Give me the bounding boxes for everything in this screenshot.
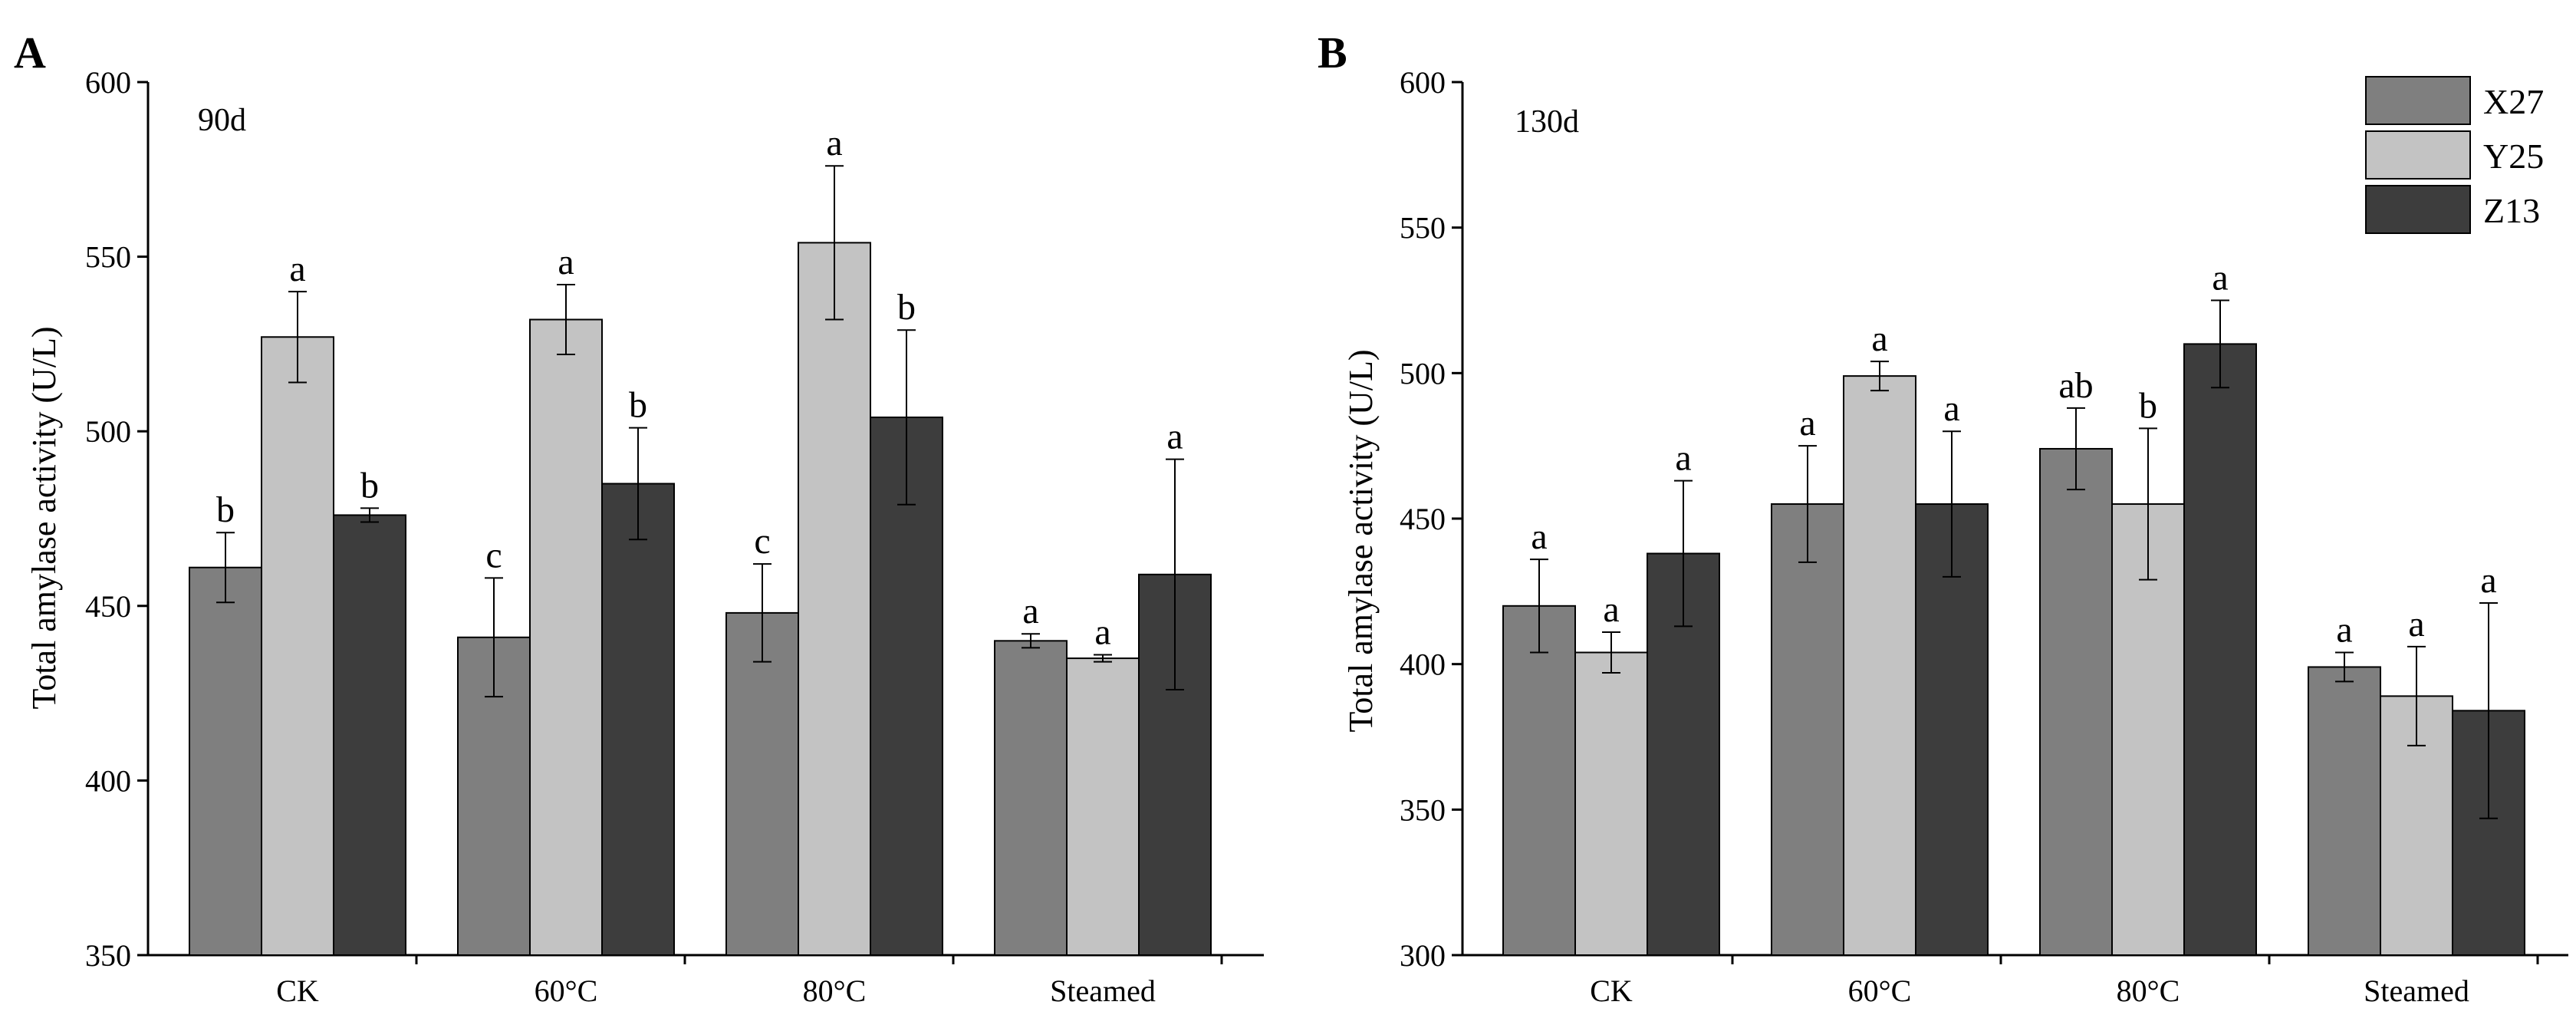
panel-b: B 130d Total amylase activity (U/L) 300 3…	[1318, 28, 2568, 1008]
panel-a-bar-x27	[189, 566, 262, 957]
panel-b-label: B	[1318, 28, 1347, 77]
panel-b-category-label: 60°C	[1848, 974, 1912, 1008]
panel-b-significance-letter: a	[1531, 516, 1547, 557]
panel-a-category-label: 80°C	[803, 974, 867, 1008]
panel-b-bar-y25	[1843, 375, 1916, 957]
panel-b-y-tick-label: 400	[1400, 647, 1446, 682]
panel-a-y-tick-label: 500	[85, 414, 131, 449]
panel-b-bar-x27	[2308, 666, 2381, 957]
panel-a-y-tick-label: 550	[85, 240, 131, 275]
panel-a-bar-z13	[601, 483, 675, 956]
panel-b-bar-z13	[1915, 503, 1989, 956]
panel-a-bar-x27	[725, 611, 799, 956]
panel-b-significance-letter: a	[1603, 589, 1619, 630]
legend-label-x27: X27	[2483, 82, 2544, 121]
panel-a-significance-letter: b	[897, 287, 916, 328]
panel-a-bar-z13	[870, 416, 943, 956]
panel-a-y-axis-title: Total amylase activity (U/L)	[25, 326, 63, 709]
panel-b-significance-letter: a	[1799, 403, 1815, 443]
panel-b-bar-y25	[1574, 651, 1648, 956]
legend-label-z13: Z13	[2483, 191, 2540, 230]
panel-b-y-tick-label: 500	[1400, 356, 1446, 390]
panel-b-category-label: Steamed	[2364, 974, 2469, 1008]
panel-a-category-label: CK	[276, 974, 319, 1008]
panel-a-y-tick-label: 600	[85, 65, 131, 100]
legend-swatch-y25	[2365, 130, 2471, 180]
panel-b-y-tick-label: 350	[1400, 792, 1446, 827]
panel-a-bar-z13	[333, 514, 406, 956]
panel-a-label: A	[14, 28, 46, 77]
panel-b-y-tick-label: 450	[1400, 502, 1446, 536]
panel-b-category-label: CK	[1590, 974, 1633, 1008]
panel-b-significance-letter: b	[2139, 385, 2157, 426]
legend-swatch-z13	[2365, 185, 2471, 234]
legend: X27 Y25 Z13	[2365, 76, 2544, 234]
panel-b-y-tick-label: 300	[1400, 938, 1446, 973]
panel-b-bar-x27	[1771, 503, 1844, 956]
panel-a-bar-y25	[1066, 657, 1140, 957]
legend-label-y25: Y25	[2483, 137, 2544, 176]
panel-a-significance-letter: b	[216, 489, 235, 530]
panel-b-y-tick-label: 600	[1400, 65, 1446, 100]
panel-a-category-label: Steamed	[1050, 974, 1156, 1008]
panel-a-y-tick-label: 450	[85, 589, 131, 624]
panel-a-bar-y25	[529, 318, 603, 956]
panel-b-significance-letter: a	[1943, 388, 1959, 429]
panel-a-significance-letter: a	[826, 123, 842, 163]
panel-a-category-label: 60°C	[535, 974, 598, 1008]
panel-b-bar-x27	[2039, 447, 2113, 956]
panel-a-significance-letter: b	[360, 465, 379, 506]
panel-b-bar-y25	[2380, 695, 2453, 956]
panel-a-title: 90d	[198, 103, 246, 138]
legend-swatch-x27	[2365, 76, 2471, 125]
panel-b-category-label: 80°C	[2117, 974, 2180, 1008]
panel-a-significance-letter: b	[629, 385, 647, 426]
panel-a-significance-letter: a	[1166, 417, 1183, 457]
panel-b-title: 130d	[1515, 104, 1579, 140]
panel-a-bar-y25	[261, 336, 334, 956]
panel-b-significance-letter: a	[1871, 318, 1887, 359]
panel-a-significance-letter: a	[289, 249, 305, 289]
panel-b-significance-letter: a	[2212, 258, 2228, 298]
panel-b-y-axis-title: Total amylase activity (U/L)	[1342, 349, 1380, 732]
panel-a-significance-letter: a	[558, 242, 574, 282]
panel-a-y-tick-label: 400	[85, 763, 131, 798]
panel-b-bar-x27	[1502, 605, 1576, 956]
panel-b-bar-z13	[2183, 343, 2257, 956]
panel-b-significance-letter: ab	[2058, 365, 2093, 406]
panel-b-significance-letter: a	[2336, 609, 2352, 650]
panel-a: A 90d Total amylase activity (U/L) 350 40…	[14, 28, 1264, 1008]
panel-a-y-tick-label: 350	[85, 938, 131, 973]
panel-b-significance-letter: a	[2408, 604, 2424, 644]
panel-b-significance-letter: a	[2480, 560, 2496, 601]
panel-b-y-tick-label: 550	[1400, 211, 1446, 245]
panel-b-significance-letter: a	[1675, 438, 1691, 479]
panel-a-significance-letter: c	[485, 535, 502, 575]
panel-a-bar-x27	[994, 640, 1068, 956]
panel-a-bar-y25	[798, 242, 871, 956]
panel-a-significance-letter: a	[1022, 591, 1038, 631]
panel-a-significance-letter: a	[1094, 612, 1110, 653]
panel-a-significance-letter: c	[754, 521, 770, 562]
